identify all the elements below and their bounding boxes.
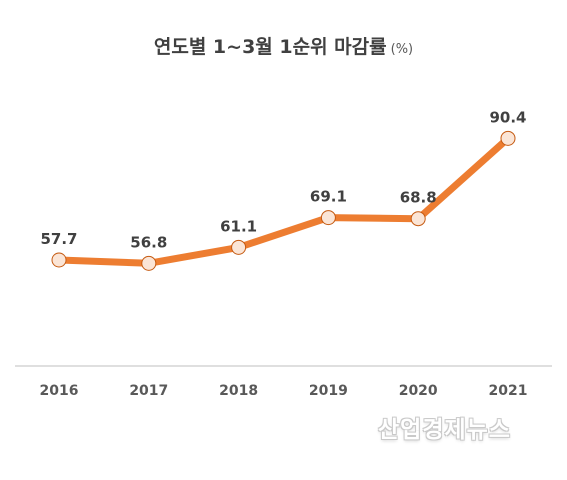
x-tick-label-2017: 2017 bbox=[129, 383, 168, 399]
x-tick-label-2018: 2018 bbox=[219, 383, 258, 399]
watermark: 산업경제뉴스 bbox=[378, 417, 511, 443]
x-tick-label-2016: 2016 bbox=[40, 383, 79, 399]
data-label-2018: 61.1 bbox=[220, 217, 257, 235]
data-point-2017 bbox=[141, 255, 157, 271]
data-label-2016: 57.7 bbox=[40, 230, 77, 248]
x-tick-label-2021: 2021 bbox=[489, 383, 528, 399]
series-line bbox=[55, 134, 512, 267]
data-label-2021: 90.4 bbox=[489, 108, 526, 126]
data-point-2018 bbox=[231, 239, 247, 255]
data-point-2021 bbox=[500, 130, 516, 146]
chart-unit: (%) bbox=[390, 42, 414, 57]
data-label-2019: 69.1 bbox=[310, 188, 347, 206]
data-label-2020: 68.8 bbox=[400, 189, 437, 207]
x-tick-label-2019: 2019 bbox=[309, 383, 348, 399]
data-point-2016 bbox=[51, 252, 67, 268]
chart-title: 연도별 1~3월 1순위 마감률 (%) bbox=[0, 32, 567, 59]
chart-title-text: 연도별 1~3월 1순위 마감률 bbox=[153, 36, 387, 58]
data-point-2020 bbox=[410, 211, 426, 227]
data-label-2017: 56.8 bbox=[130, 233, 167, 251]
x-tick-label-2020: 2020 bbox=[399, 383, 438, 399]
data-point-2019 bbox=[320, 210, 336, 226]
